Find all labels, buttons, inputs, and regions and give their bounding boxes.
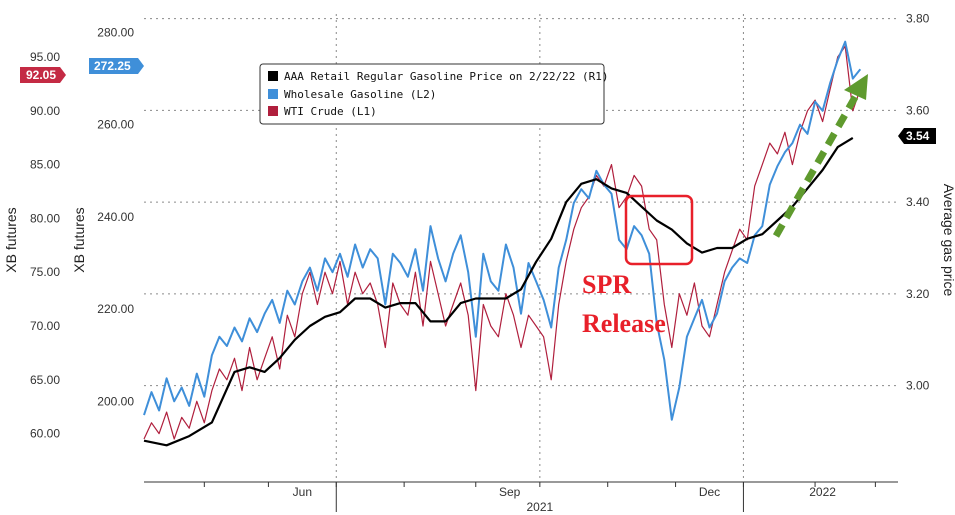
legend-swatch-wholesale — [268, 89, 278, 99]
y-inner-tick-2: 240.00 — [97, 210, 134, 224]
y-inner-tick-0: 280.00 — [97, 25, 134, 39]
y-outer-tick-1: 90.00 — [30, 104, 60, 118]
y-axis-outer-title: XB futures — [3, 207, 19, 272]
y-inner-tick-1: 260.00 — [97, 118, 134, 132]
series-line-1 — [143, 40, 862, 421]
x-month-label-3: 2022 — [809, 485, 836, 499]
y-axis-right-title: Average gas price — [941, 184, 955, 297]
y-outer-tick-6: 65.00 — [30, 373, 60, 387]
x-month-label-1: Sep — [499, 485, 521, 499]
y-inner-tick-3: 220.00 — [97, 302, 134, 316]
x-month-label-2: Dec — [699, 485, 720, 499]
y-right-tick-2: 3.40 — [906, 195, 930, 209]
x-month-label-0: Jun — [293, 485, 312, 499]
y-outer-tick-4: 75.00 — [30, 265, 60, 279]
series-line-0 — [143, 136, 854, 447]
trend-arrow — [772, 74, 868, 238]
legend-swatch-wti — [268, 106, 278, 116]
badge-retail-label: 3.54 — [906, 129, 930, 143]
y-axis-inner-title: XB futures — [71, 207, 87, 272]
spr-highlight-box — [624, 194, 694, 266]
legend-label-wholesale: Wholesale Gasoline (L2) — [284, 88, 436, 101]
y-right-tick-1: 3.60 — [906, 103, 930, 117]
annotation-release: Release — [582, 309, 666, 338]
y-axis-inner: 280.00 260.00 240.00 220.00 200.00 — [97, 25, 134, 408]
badge-wholesale: 272.25 — [89, 58, 144, 74]
y-outer-tick-5: 70.00 — [30, 319, 60, 333]
y-outer-tick-7: 60.00 — [30, 427, 60, 441]
x-axis: Jun Sep Dec 2022 2021 — [203, 482, 876, 514]
y-inner-tick-4: 200.00 — [97, 394, 134, 408]
y-right-tick-3: 3.20 — [906, 287, 930, 301]
y-right-tick-0: 3.80 — [906, 12, 930, 26]
legend: AAA Retail Regular Gasoline Price on 2/2… — [259, 63, 609, 125]
legend-label-wti: WTI Crude (L1) — [284, 105, 377, 118]
badge-wti: 92.05 — [20, 67, 66, 83]
series-line-2 — [143, 45, 861, 440]
y-axis-right: 3.80 3.60 3.40 3.20 3.00 — [906, 12, 930, 393]
y-right-tick-4: 3.00 — [906, 379, 930, 393]
badge-retail: 3.54 — [898, 128, 936, 144]
badges: 92.05 272.25 3.54 — [20, 58, 936, 144]
y-outer-tick-0: 95.00 — [30, 50, 60, 64]
legend-label-retail: AAA Retail Regular Gasoline Price on 2/2… — [284, 70, 609, 83]
annotation-spr: SPR — [582, 270, 631, 299]
badge-wti-label: 92.05 — [26, 68, 56, 82]
x-year-label-0: 2021 — [526, 500, 553, 514]
y-outer-tick-2: 85.00 — [30, 158, 60, 172]
badge-wholesale-label: 272.25 — [94, 59, 131, 73]
legend-swatch-retail — [268, 71, 278, 81]
y-outer-tick-3: 80.00 — [30, 211, 60, 225]
series-layer — [143, 40, 862, 447]
y-axis-outer: 95.00 90.00 85.00 80.00 75.00 70.00 65.00 60.00 — [30, 50, 60, 441]
